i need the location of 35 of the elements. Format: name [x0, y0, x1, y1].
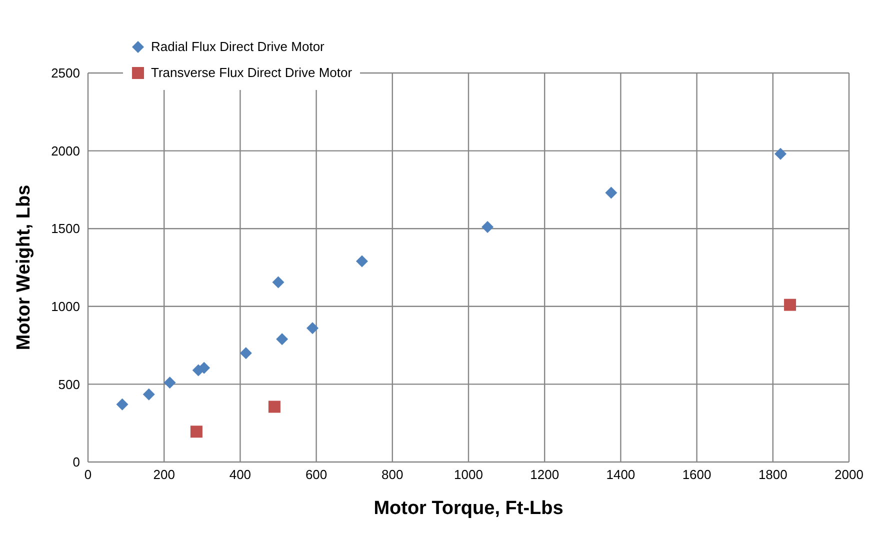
- point: [605, 186, 618, 199]
- y-tick-label: 0: [72, 454, 80, 470]
- y-tick-label: 500: [58, 376, 80, 392]
- point: [268, 400, 280, 413]
- point: [240, 347, 252, 360]
- x-tick-label: 1800: [758, 467, 788, 482]
- y-tick-label: 1000: [51, 299, 80, 314]
- point: [356, 255, 368, 268]
- point: [306, 322, 318, 334]
- x-tick-label: 400: [229, 467, 252, 482]
- x-tick-label: 600: [305, 467, 328, 482]
- legend-label: Transverse Flux Direct Drive Motor: [151, 64, 352, 82]
- x-tick-label: 1600: [682, 467, 712, 482]
- x-tick-label: 1000: [454, 467, 483, 482]
- point: [774, 148, 787, 160]
- x-tick-label: 200: [153, 467, 175, 482]
- y-tick-label: 2500: [51, 66, 80, 81]
- x-tick-label: 1400: [606, 467, 636, 482]
- legend-label: Radial Flux Direct Drive Motor: [151, 38, 324, 56]
- point: [142, 388, 155, 400]
- x-tick-label: 1200: [530, 467, 560, 482]
- y-tick-label: 2000: [51, 143, 80, 158]
- y-axis-title: Motor Weight, Lbs: [14, 184, 35, 350]
- point: [190, 426, 202, 438]
- point: [272, 276, 284, 288]
- point: [276, 333, 288, 346]
- point: [116, 398, 128, 410]
- x-tick-label: 2000: [834, 467, 864, 482]
- point: [482, 221, 494, 234]
- point: [784, 298, 796, 311]
- point: [164, 376, 176, 389]
- x-tick-label: 800: [382, 467, 404, 482]
- x-tick-label: 0: [84, 467, 92, 482]
- y-tick-label: 1500: [51, 221, 80, 236]
- x-axis-title: Motor Torque, Ft-Lbs: [374, 498, 564, 519]
